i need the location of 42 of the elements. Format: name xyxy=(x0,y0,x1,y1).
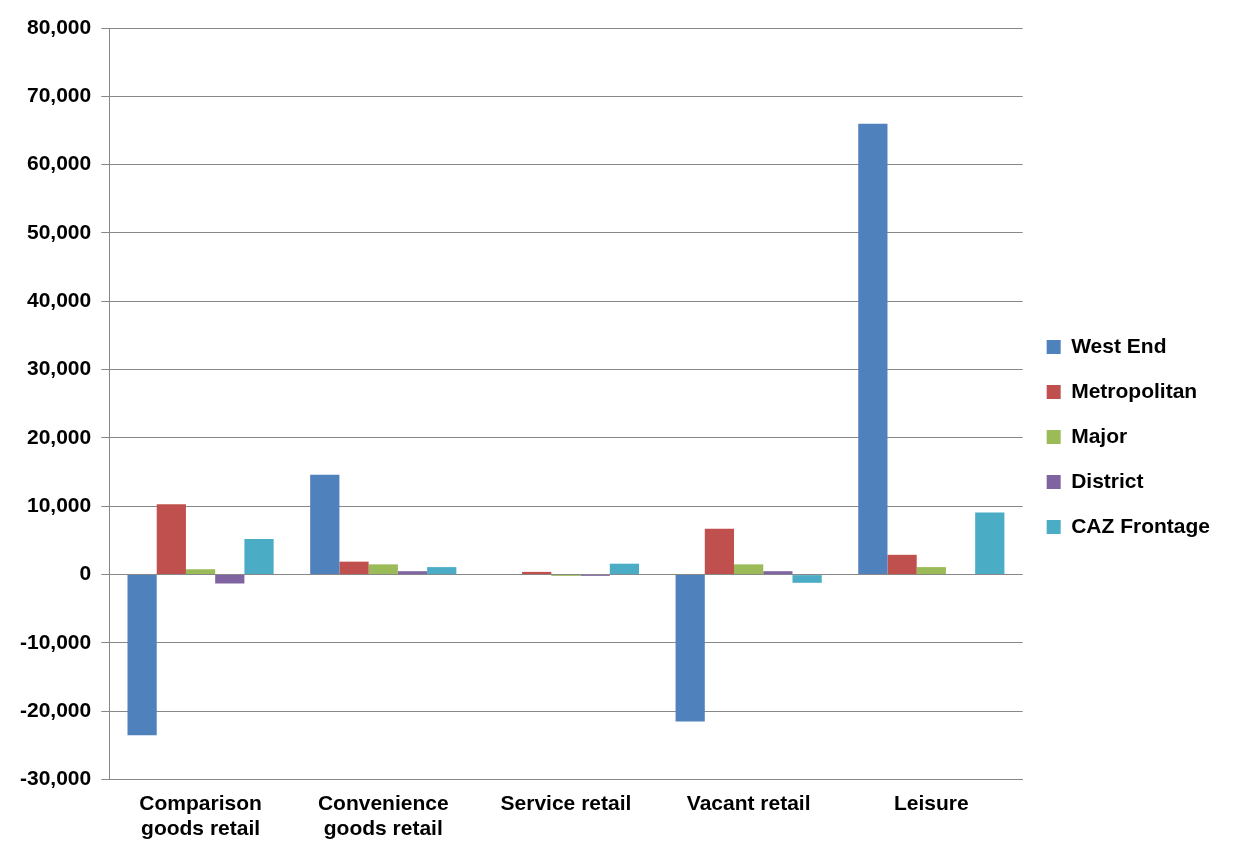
x-tick-label: Convenience goods retail xyxy=(317,791,449,840)
y-tick-label: 30,000 xyxy=(26,356,92,380)
y-tick-label: -20,000 xyxy=(19,698,92,722)
y-tick-label: 60,000 xyxy=(26,151,92,175)
bar xyxy=(368,564,398,575)
legend-label: CAZ Frontage xyxy=(1071,513,1210,537)
y-tick-label: -10,000 xyxy=(19,629,92,653)
bar xyxy=(858,123,888,575)
x-tick-label: Comparison goods retail xyxy=(139,791,262,840)
bar xyxy=(763,571,793,575)
bar xyxy=(427,567,457,575)
bar xyxy=(975,512,1005,575)
bar xyxy=(310,474,340,575)
bar xyxy=(127,575,157,736)
legend-label: District xyxy=(1071,468,1144,492)
bar xyxy=(156,504,186,575)
bar xyxy=(916,567,946,575)
bar xyxy=(887,554,917,575)
y-tick-label: 40,000 xyxy=(26,288,92,312)
bar xyxy=(339,561,369,575)
bar xyxy=(215,575,245,584)
y-tick-label: 80,000 xyxy=(26,14,92,38)
bar xyxy=(675,575,705,722)
y-tick-label: 20,000 xyxy=(26,424,92,448)
y-tick-label: 50,000 xyxy=(26,219,92,243)
y-tick-label: 0 xyxy=(79,561,92,585)
legend-label: Metropolitan xyxy=(1071,378,1198,402)
bar xyxy=(704,528,735,575)
x-tick-label: Vacant retail xyxy=(686,791,811,814)
y-tick-label: 10,000 xyxy=(26,493,92,517)
bar xyxy=(792,575,822,583)
legend-label: Major xyxy=(1071,423,1128,447)
bar xyxy=(244,539,274,575)
y-tick-label: -30,000 xyxy=(19,766,92,790)
x-tick-label: Service retail xyxy=(500,791,632,814)
bar xyxy=(609,563,640,575)
bar xyxy=(397,571,428,575)
x-tick-label: Leisure xyxy=(893,791,969,814)
legend-label: West End xyxy=(1071,333,1167,357)
y-tick-label: 70,000 xyxy=(26,83,92,107)
bar xyxy=(185,569,216,575)
bar xyxy=(734,564,764,575)
